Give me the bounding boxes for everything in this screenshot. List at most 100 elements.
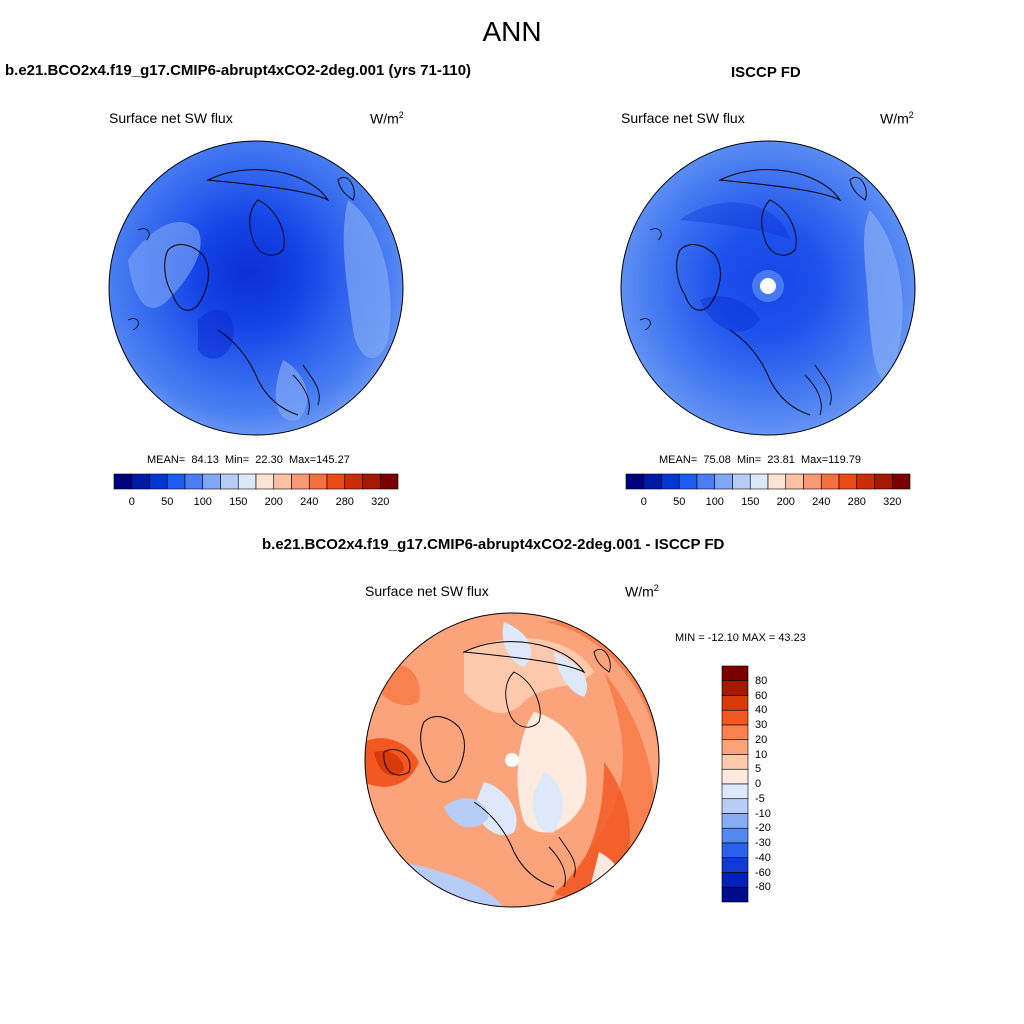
- colorbar-box: [362, 473, 381, 490]
- colorbar-box: [721, 783, 749, 800]
- colorbar-tick-label: 200: [264, 496, 283, 508]
- colorbar-box: [721, 680, 749, 696]
- panel-1-map: [108, 140, 404, 436]
- colorbar-box: [721, 709, 749, 726]
- colorbar-box: [220, 473, 239, 490]
- colorbar-tick-label: 0: [128, 496, 135, 508]
- colorbar-tick-label: 150: [229, 496, 248, 508]
- colorbar-box: [149, 473, 168, 490]
- colorbar-box: [820, 473, 840, 490]
- colorbar-tick-label: 0: [640, 496, 647, 508]
- colorbar-tick-label: 200: [776, 496, 795, 508]
- colorbar-box: [721, 739, 749, 755]
- panel-2-map: [620, 140, 916, 436]
- figure-title: ANN: [482, 16, 542, 47]
- colorbar-box: [721, 665, 749, 682]
- colorbar-box: [803, 473, 822, 490]
- colorbar-label: 0: [755, 778, 762, 790]
- colorbar-label: -40: [755, 851, 771, 864]
- colorbar-tick-label: 50: [673, 496, 686, 508]
- colorbar-label: 60: [755, 689, 768, 702]
- panel-2-stats: MEAN= 75.08 Min= 23.81 Max=119.79: [659, 454, 861, 466]
- colorbar-box: [344, 473, 363, 490]
- colorbar-box: [891, 473, 911, 490]
- colorbar-label: 5: [755, 763, 762, 776]
- colorbar-box: [721, 695, 749, 711]
- colorbar-box: [625, 473, 645, 490]
- panel-3-units: W/m2: [625, 583, 659, 600]
- colorbar-tick-label: 240: [812, 496, 831, 508]
- colorbar-box: [856, 473, 875, 490]
- colorbar-tick-label: 240: [300, 496, 319, 508]
- colorbar-box: [131, 473, 150, 490]
- colorbar-label: -30: [755, 837, 771, 849]
- panel-2-units: W/m2: [880, 110, 914, 127]
- panel-1-stats: MEAN= 84.13 Min= 22.30 Max=145.27: [147, 454, 350, 466]
- panel-3-stats: MIN = -12.10 MAX = 43.23: [675, 632, 806, 644]
- colorbar-label: 10: [755, 748, 768, 761]
- colorbar-box: [721, 872, 749, 888]
- colorbar-tick-label: 150: [741, 496, 760, 508]
- colorbar-box: [166, 473, 186, 490]
- colorbar-box: [326, 473, 346, 490]
- colorbar-label: -10: [755, 807, 771, 820]
- panel-1-units: W/m2: [370, 110, 404, 127]
- panel-3-title: b.e21.BCO2x4.f19_g17.CMIP6-abrupt4xCO2-2…: [262, 536, 725, 553]
- panel-1-title: b.e21.BCO2x4.f19_g17.CMIP6-abrupt4xCO2-2…: [5, 62, 472, 79]
- colorbar-box: [696, 473, 716, 490]
- colorbar-box: [237, 473, 257, 490]
- panel-1-colorbar-ticks: 0 50 100 150 200 240 280 320: [114, 496, 398, 510]
- colorbar-label: -80: [755, 881, 771, 894]
- panel-2-colorbar: [625, 473, 911, 490]
- colorbar-tick-label: 280: [335, 496, 354, 508]
- colorbar-box: [255, 473, 275, 490]
- colorbar-box: [379, 473, 399, 490]
- panel-3-colorbar: [721, 665, 749, 903]
- colorbar-box: [721, 886, 749, 903]
- colorbar-box: [113, 473, 133, 490]
- panel-2-title: ISCCP FD: [731, 64, 801, 81]
- colorbar-label: 20: [755, 733, 768, 746]
- panel-1-colorbar: [113, 473, 399, 490]
- colorbar-box: [721, 857, 749, 873]
- colorbar-box: [721, 842, 749, 859]
- colorbar-box: [749, 473, 769, 490]
- colorbar-box: [721, 827, 749, 844]
- colorbar-box: [678, 473, 698, 490]
- colorbar-box: [721, 768, 749, 785]
- colorbar-box: [721, 724, 749, 741]
- colorbar-tick-label: 50: [161, 496, 174, 508]
- colorbar-box: [184, 473, 204, 490]
- panel-2-colorbar-ticks: 0 50 100 150 200 240 280 320: [626, 496, 910, 510]
- colorbar-label: -60: [755, 866, 771, 879]
- colorbar-box: [767, 473, 787, 490]
- panel-3-map: [364, 612, 660, 908]
- colorbar-tick-label: 100: [193, 496, 212, 508]
- panel-2-subtitle: Surface net SW flux: [621, 110, 745, 126]
- colorbar-box: [838, 473, 858, 490]
- panel-3-subtitle: Surface net SW flux: [365, 583, 489, 599]
- colorbar-box: [661, 473, 680, 490]
- colorbar-box: [291, 473, 310, 490]
- colorbar-label: -5: [755, 792, 765, 805]
- colorbar-box: [308, 473, 328, 490]
- colorbar-label: 40: [755, 704, 768, 717]
- colorbar-label: 30: [755, 719, 768, 731]
- colorbar-box: [273, 473, 292, 490]
- colorbar-box: [785, 473, 804, 490]
- colorbar-box: [721, 798, 749, 814]
- colorbar-box: [732, 473, 751, 490]
- colorbar-box: [721, 813, 749, 829]
- panel-3-colorbar-labels: 80 60 40 30 20 10 5 0 -5 -10 -20 -30 -40 -60 -80: [755, 666, 795, 902]
- colorbar-box: [643, 473, 662, 490]
- colorbar-tick-label: 280: [847, 496, 866, 508]
- panel-1-subtitle: Surface net SW flux: [109, 110, 233, 126]
- colorbar-box: [874, 473, 893, 490]
- colorbar-tick-label: 320: [371, 496, 390, 508]
- colorbar-tick-label: 320: [883, 496, 902, 508]
- colorbar-label: 80: [755, 674, 768, 687]
- colorbar-box: [714, 473, 733, 490]
- colorbar-tick-label: 100: [705, 496, 724, 508]
- colorbar-label: -20: [755, 822, 771, 835]
- colorbar-box: [202, 473, 221, 490]
